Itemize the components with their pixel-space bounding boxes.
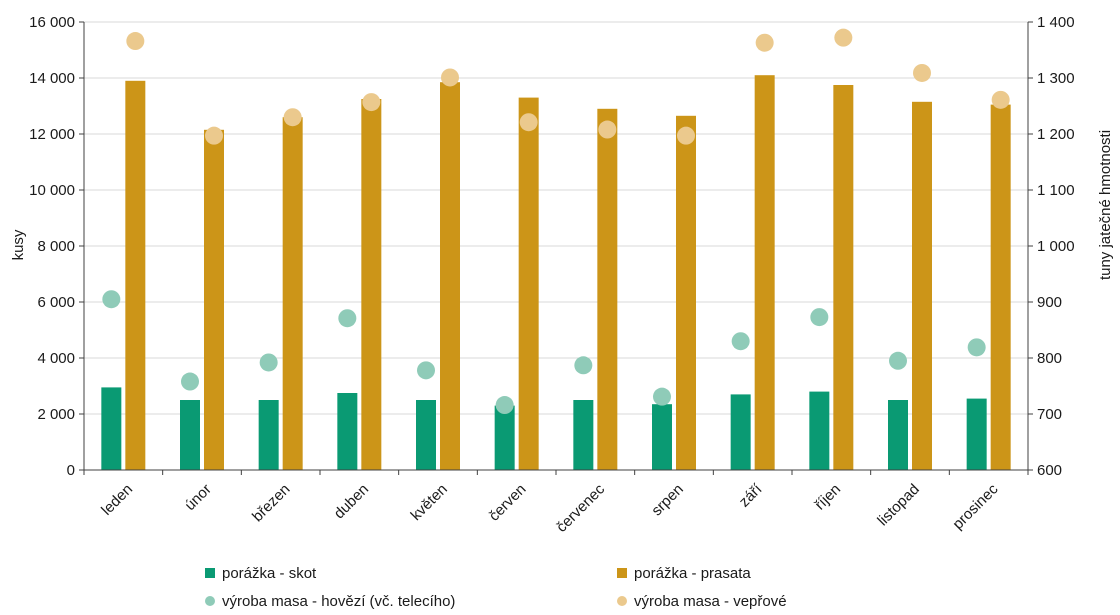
y2-axis-title: tuny jatečné hmotnosti [1097,130,1114,280]
y-tick-label: 6 000 [37,294,75,311]
bar [361,99,382,470]
point [417,361,435,380]
x-tick-label: červenec [553,480,608,535]
point [731,332,750,351]
point [913,63,931,82]
y-tick-label: 16 000 [29,14,75,31]
x-tick-label: duben [331,481,373,523]
point [205,126,223,145]
x-tick-label: říjen [812,481,845,514]
point [677,126,695,145]
legend-label: výroba masa - hovězí (vč. telecího) [222,593,455,610]
point [519,113,538,132]
bar [180,400,200,470]
bar [597,108,618,471]
bar [652,404,672,470]
y2-tick-label: 600 [1037,462,1062,479]
bar [730,394,751,470]
bar [990,104,1011,470]
point [126,32,145,51]
point [283,108,302,127]
x-tick-label: srpen [648,481,687,520]
bar [912,101,932,471]
point [834,28,853,47]
y2-tick-label: 1 200 [1037,126,1075,143]
bar [833,85,854,470]
y-tick-label: 4 000 [37,350,75,367]
y-axis-title: kusy [10,229,27,260]
point [653,387,671,406]
legend-swatch [205,596,215,606]
legend-swatch [617,596,627,606]
y-tick-label: 14 000 [29,70,75,87]
legend-swatch [205,568,215,578]
legend-label: výroba masa - vepřové [634,593,787,610]
legend-swatch [617,568,627,578]
bar [888,400,908,470]
point [810,308,829,327]
x-tick-label: květen [408,481,451,524]
x-tick-label: listopad [874,481,923,530]
point [181,372,199,391]
point [259,353,278,372]
bar [573,400,594,470]
point [574,356,593,375]
legend-label: porážka - prasata [634,565,751,582]
bar [676,115,696,471]
y-tick-label: 10 000 [29,182,75,199]
point [338,309,357,328]
x-tick-label: únor [182,481,215,514]
bar [518,97,539,470]
bar [125,80,146,471]
bar [101,387,122,470]
bar [966,398,987,470]
y-tick-label: 0 [67,462,75,479]
x-tick-label: leden [98,481,136,519]
y-tick-label: 12 000 [29,126,75,143]
point [495,396,514,415]
y2-tick-label: 900 [1037,294,1062,311]
y2-tick-label: 1 300 [1037,70,1075,87]
bar [754,75,775,470]
x-tick-label: červen [486,481,530,525]
y2-tick-label: 700 [1037,406,1062,423]
legend: porážka - skot porážka - prasata výroba ma… [205,565,787,610]
y2-tick-label: 1 400 [1037,14,1075,31]
x-tick-label: březen [249,481,293,525]
point [598,120,617,139]
y2-tick-label: 1 100 [1037,182,1075,199]
bar [204,129,224,471]
bar [258,400,279,470]
x-tick-label: prosinec [949,480,1001,532]
legend-label: porážka - skot [222,565,317,582]
bar [440,82,460,470]
points [102,28,1010,415]
x-tick-label: září [736,480,766,510]
point [967,338,986,357]
bar [337,393,358,470]
point [102,290,121,309]
y2-tick-label: 800 [1037,350,1062,367]
point [441,68,459,87]
point [362,93,381,112]
gridlines [84,21,1028,415]
y-tick-label: 2 000 [37,406,75,423]
bar [809,391,830,470]
y2-tick-label: 1 000 [1037,238,1075,255]
point [755,33,774,52]
point [991,90,1010,109]
y-tick-label: 8 000 [37,238,75,255]
bar [416,400,436,470]
point [889,351,907,370]
bars [101,75,1011,471]
bar [282,117,303,470]
bar [494,405,515,470]
